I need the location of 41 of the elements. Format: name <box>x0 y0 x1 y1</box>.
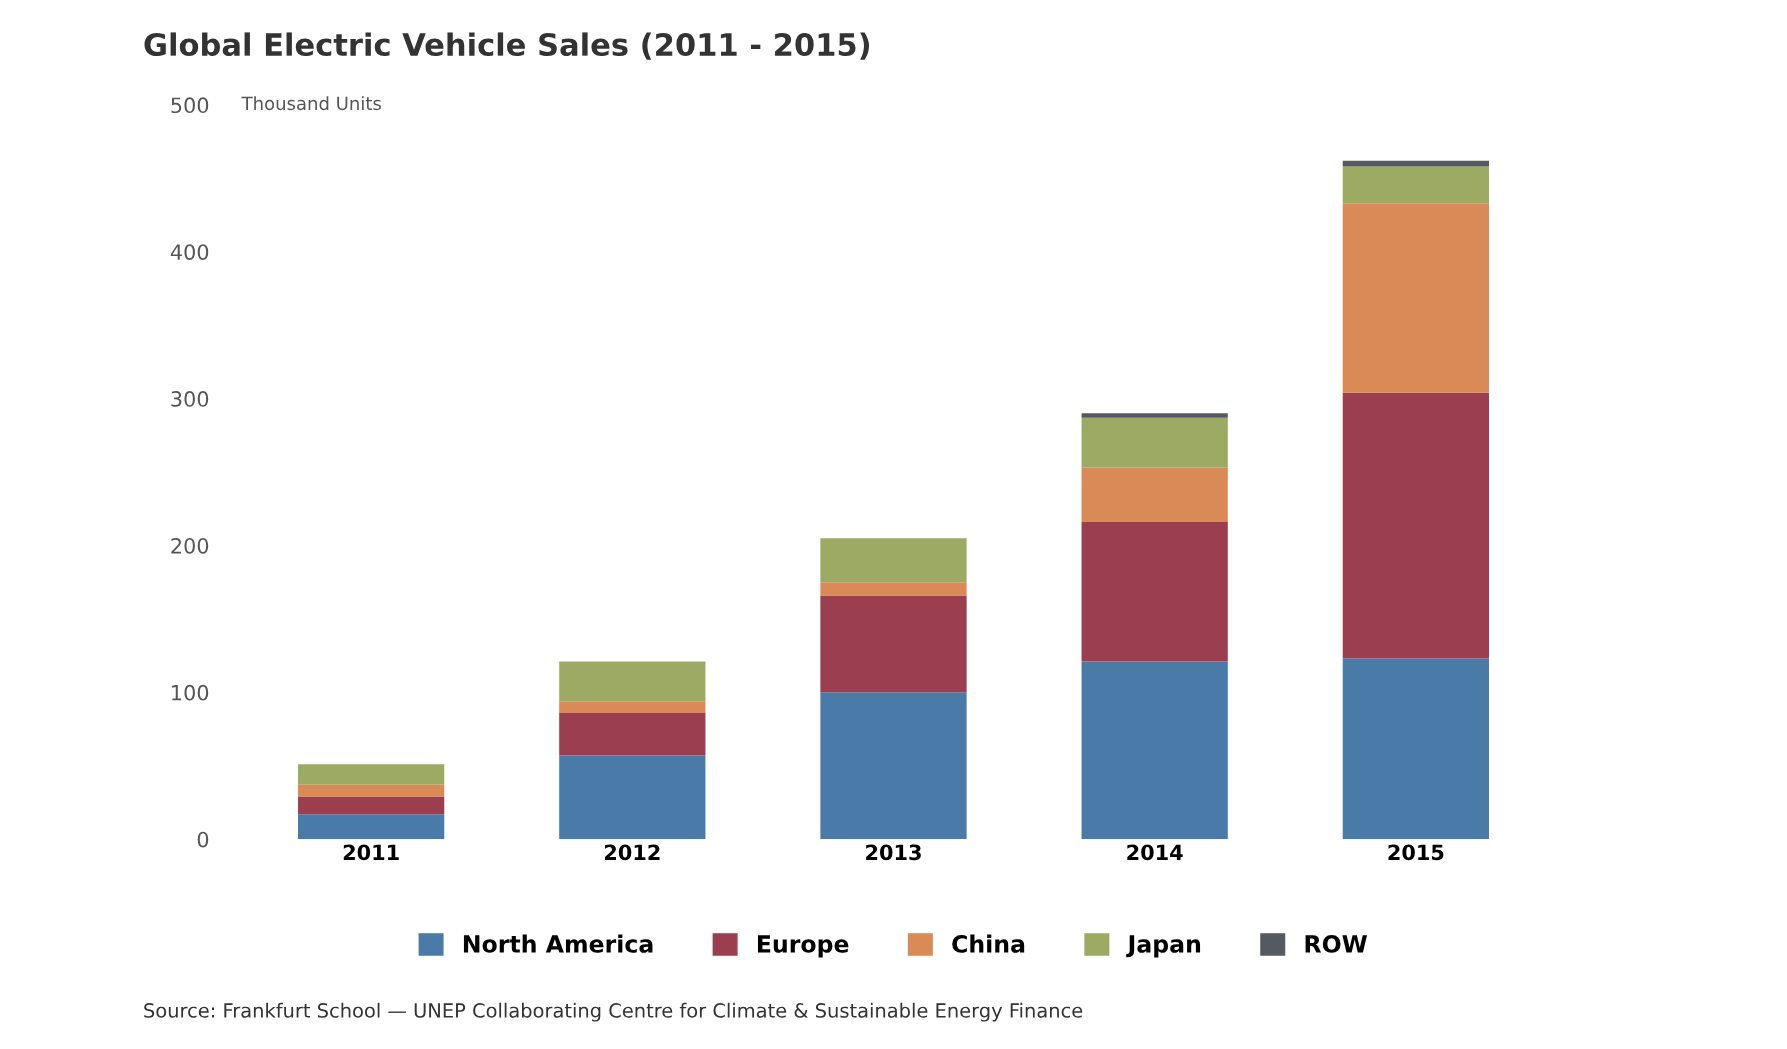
bar <box>1081 417 1228 468</box>
bar <box>820 538 967 583</box>
x-tick-label: 2012 <box>604 844 660 861</box>
bar <box>1081 413 1228 418</box>
y-axis-title: Thousand Units <box>241 96 381 111</box>
bar <box>1342 166 1489 204</box>
legend-label: Japan <box>1126 935 1201 958</box>
bar <box>298 796 445 815</box>
bar <box>1081 467 1228 522</box>
y-tick-label: 500 <box>171 97 209 114</box>
y-tick-label: 100 <box>172 684 209 701</box>
bar <box>1081 521 1228 662</box>
y-tick-label: 400 <box>170 244 209 260</box>
bar <box>1342 203 1489 393</box>
x-tick-label: 2013 <box>866 844 921 861</box>
bar <box>559 661 706 702</box>
y-tick-label: 0 <box>197 831 209 848</box>
legend-label: ROW <box>1305 935 1367 953</box>
bar <box>820 692 967 840</box>
bar <box>820 595 967 693</box>
legend-label: North America <box>463 934 653 953</box>
x-tick-label: 2014 <box>1127 844 1183 861</box>
x-tick-label: 2015 <box>1388 844 1444 861</box>
bar <box>1081 661 1228 840</box>
legend-label: Europe <box>757 935 849 958</box>
bar <box>1342 392 1489 659</box>
source-note: Source: Frankfurt School — UNEP Collaborating Centre for Climate & Sustainable Energy Finance <box>144 1002 1083 1022</box>
bar <box>298 814 445 840</box>
chart-title: Global Electric Vehicle Sales (2011 - 2015) <box>144 32 870 60</box>
bar <box>559 701 706 713</box>
bar <box>1342 658 1489 840</box>
bar <box>298 764 445 785</box>
legend-label: China <box>952 934 1025 953</box>
bar <box>559 755 706 840</box>
bar <box>820 582 967 596</box>
x-tick-label: 2011 <box>343 844 399 861</box>
bar <box>298 784 445 797</box>
y-tick-label: 200 <box>171 537 209 554</box>
bar <box>1342 160 1489 167</box>
bar <box>559 712 706 756</box>
y-tick-label: 300 <box>171 391 209 407</box>
